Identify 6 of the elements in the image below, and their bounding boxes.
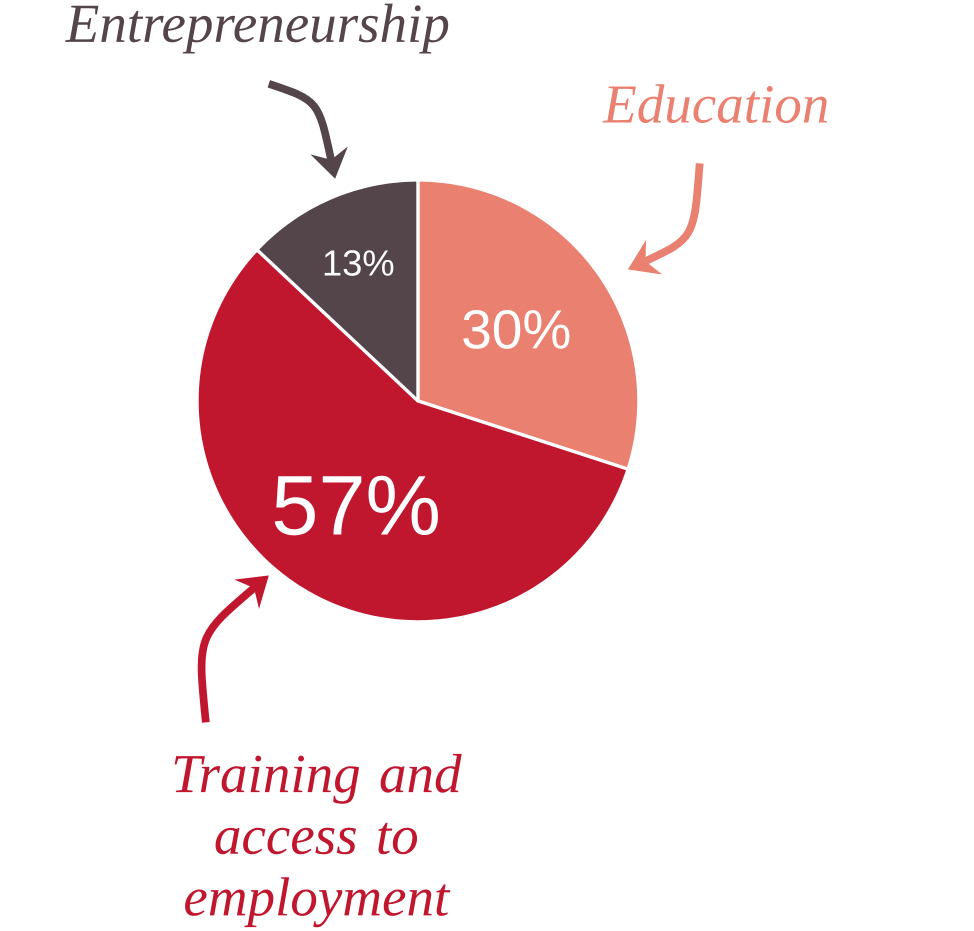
slice-label: Training and access to employment — [174, 754, 462, 928]
data-label: 57% — [274, 476, 438, 536]
data-label: 13% — [324, 250, 394, 276]
data-label: 30% — [463, 310, 570, 349]
slice-label: Education — [602, 84, 828, 124]
slice-label: Entrepreneurship — [65, 4, 448, 54]
